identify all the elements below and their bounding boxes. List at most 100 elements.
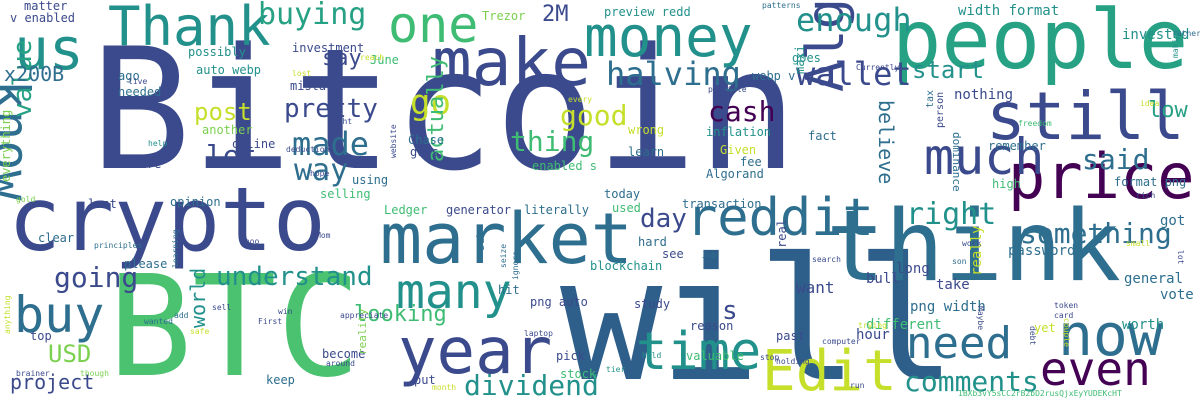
word: reason xyxy=(690,319,734,333)
word: goes xyxy=(792,51,821,65)
word: wanted xyxy=(144,317,173,326)
word: people xyxy=(892,0,1189,88)
word: something xyxy=(1020,217,1172,250)
word: many xyxy=(396,264,512,320)
word: hard xyxy=(638,235,667,249)
word: card xyxy=(1054,311,1074,320)
word: nothing xyxy=(954,87,1014,103)
word: really xyxy=(969,225,985,276)
word: think xyxy=(826,190,1122,304)
word: fee xyxy=(740,155,762,169)
word: help xyxy=(148,139,168,148)
word: cash xyxy=(708,95,776,128)
word: different xyxy=(866,317,942,333)
word: Bitcoin xyxy=(90,12,799,208)
word: made xyxy=(292,125,370,163)
word: clear xyxy=(38,231,75,245)
word: add xyxy=(174,311,189,320)
word: month xyxy=(432,383,457,392)
word: run xyxy=(850,381,865,390)
word: enabled s xyxy=(532,159,598,173)
word: go xyxy=(410,83,451,123)
word: hold xyxy=(642,351,662,360)
word: Currently xyxy=(856,63,900,72)
word: 2M xyxy=(542,2,569,27)
word: Edit xyxy=(762,339,897,400)
word: literally xyxy=(524,203,590,217)
word: worth xyxy=(1122,317,1165,333)
word: lost xyxy=(292,69,312,78)
word: everything xyxy=(0,109,13,182)
word: right xyxy=(906,197,997,232)
word: selling xyxy=(320,187,371,201)
word: lot xyxy=(1176,250,1185,265)
word: got xyxy=(1160,213,1186,229)
word: investment xyxy=(292,41,365,55)
word: width format xyxy=(958,3,1060,19)
word: token xyxy=(1054,301,1079,310)
word: laptop xyxy=(524,329,553,338)
word: buy xyxy=(14,286,105,344)
word: buying xyxy=(258,0,367,32)
word: market xyxy=(380,198,633,280)
word: hope xyxy=(310,169,330,178)
word: though xyxy=(80,369,109,378)
word: png width xyxy=(910,299,986,315)
word: rich xyxy=(1136,191,1156,200)
word: real xyxy=(775,219,789,248)
word: good xyxy=(560,99,628,132)
word: patterns xyxy=(762,1,801,10)
word: might xyxy=(328,117,353,126)
word: making xyxy=(1171,29,1180,58)
word: project xyxy=(10,370,95,394)
word: wallet xyxy=(796,55,912,93)
word: person xyxy=(935,91,946,128)
word: looking xyxy=(354,302,447,327)
word: crypto xyxy=(8,168,326,271)
word: x200B xyxy=(4,62,65,86)
word: v enabled xyxy=(10,11,76,25)
word: Given xyxy=(720,143,757,157)
word: every xyxy=(568,95,593,104)
word: one xyxy=(388,0,479,54)
word: trying xyxy=(858,321,887,330)
word: price xyxy=(1008,140,1195,213)
word: anything xyxy=(3,295,12,334)
word: website xyxy=(389,124,398,158)
word: going xyxy=(54,261,139,294)
word: money xyxy=(584,5,753,70)
word: Ledger xyxy=(384,203,428,217)
word: brainer xyxy=(16,369,50,378)
word: ignore xyxy=(511,251,520,280)
word: dividend xyxy=(464,369,599,400)
word: still xyxy=(986,78,1185,155)
word: Choo xyxy=(240,237,260,246)
word: halving xyxy=(606,55,741,93)
word: bull xyxy=(866,271,900,287)
word: year xyxy=(398,315,553,389)
word: possible xyxy=(708,85,747,94)
word: keep xyxy=(266,373,295,387)
word: remember xyxy=(988,139,1046,153)
word: fact xyxy=(808,129,837,143)
word: wrong xyxy=(628,123,665,137)
word: pretty xyxy=(284,94,378,124)
word: search xyxy=(812,255,841,264)
word: learn xyxy=(628,145,665,159)
word: 1BXb3vY5sCC2rB2bD2rusQjxEyYUDEKcHT xyxy=(958,389,1122,398)
word: make xyxy=(432,24,591,101)
word: freedom xyxy=(1018,119,1052,128)
word: hour xyxy=(856,327,890,343)
word: BTC xyxy=(108,246,361,400)
word: using xyxy=(352,173,389,187)
word: understand xyxy=(216,262,373,292)
word: work xyxy=(962,239,982,248)
word: computer xyxy=(822,337,861,346)
word: study xyxy=(634,297,671,311)
word: appreciate xyxy=(340,311,389,320)
word: high xyxy=(992,177,1021,191)
word: thing xyxy=(510,125,595,158)
word: couple xyxy=(1062,318,1071,347)
word: invested xyxy=(1122,27,1190,43)
